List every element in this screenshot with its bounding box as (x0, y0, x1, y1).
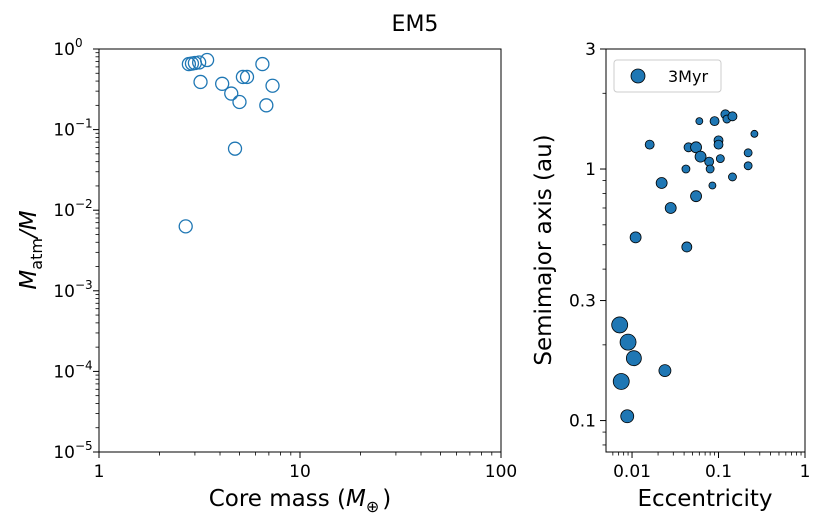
left-y-tick-exponent: 0 (75, 36, 83, 50)
right-x-tick-label: 1 (800, 462, 811, 482)
left-data-point (227, 141, 243, 156)
right-data-point (690, 141, 702, 154)
left-data-point (192, 55, 207, 70)
left-y-tick-exponent: −1 (75, 117, 93, 131)
right-data-point (713, 139, 724, 150)
left-data-point (239, 69, 255, 85)
left-plot-frame (98, 48, 502, 453)
left-y-tick-label: 10 (53, 201, 75, 221)
left-data-point (224, 86, 239, 101)
right-data-point (625, 350, 642, 367)
left-data-point (178, 219, 193, 234)
right-data-point (612, 373, 630, 390)
figure-title: EM5 (392, 12, 439, 37)
left-y-tick-exponent: −5 (75, 439, 93, 453)
right-panel: 0.01 0.1 1 0.1 0.3 1 3 3Myr Eccentricity Semim… (531, 40, 810, 512)
left-x-tick-label: 1 (94, 462, 105, 482)
right-data-point (690, 190, 702, 203)
right-data-point (743, 161, 753, 171)
left-y-tick-label: 10 (53, 362, 75, 382)
left-data-point (232, 94, 247, 110)
right-data-point (611, 316, 629, 334)
left-y-tick-label: 10 (53, 121, 75, 141)
right-data-point (743, 148, 753, 158)
right-data-point (694, 150, 707, 163)
right-x-tick-label: 0.1 (705, 462, 732, 482)
left-x-tick-label: 10 (289, 462, 311, 482)
left-y-tick-exponent: −2 (75, 197, 93, 211)
right-y-tick-label: 1 (585, 160, 596, 180)
left-y-tick-label: 10 (53, 282, 75, 302)
legend-marker (630, 68, 646, 84)
left-y-tick-exponent: −3 (75, 278, 93, 292)
right-data-point (708, 181, 717, 190)
right-axis-ticks: 0.01 0.1 1 0.1 0.3 1 3 (569, 40, 810, 482)
right-x-tick-label: 0.01 (613, 462, 651, 482)
left-data-point (265, 78, 280, 93)
left-x-tick-label: 100 (485, 462, 517, 482)
right-data-point (695, 117, 704, 126)
right-plot-frame (605, 48, 806, 453)
right-data-point (629, 231, 642, 244)
right-data-point (644, 139, 655, 150)
left-y-tick-label: 10 (53, 443, 75, 463)
left-y-tick-exponent: −4 (75, 358, 93, 372)
legend-box (613, 59, 722, 93)
right-data-point (705, 164, 715, 174)
right-x-axis-label: Eccentricity (637, 486, 772, 512)
right-data-point (619, 333, 637, 351)
right-data-point (655, 177, 668, 189)
left-data-points (178, 52, 280, 234)
right-data-point (664, 202, 677, 214)
right-data-point (681, 164, 691, 174)
right-data-point (728, 172, 737, 182)
legend-label: 3Myr (668, 67, 708, 86)
left-data-point (199, 52, 215, 68)
left-data-point (235, 69, 251, 85)
right-data-points (611, 109, 759, 424)
right-y-tick-label: 3 (585, 40, 596, 60)
right-y-tick-label: 0.3 (569, 292, 596, 312)
right-data-point (727, 111, 738, 122)
right-data-point (620, 409, 635, 424)
left-data-point (193, 74, 208, 90)
right-data-point (681, 241, 693, 253)
legend: 3Myr (613, 59, 722, 93)
left-y-tick-label: 10 (53, 40, 75, 60)
left-data-point (215, 76, 230, 91)
left-data-point (255, 56, 270, 72)
right-y-tick-label: 0.1 (569, 412, 596, 432)
right-data-point (715, 154, 725, 164)
left-x-axis-label: Core mass (M⊕) (209, 486, 392, 516)
left-data-point (259, 98, 274, 113)
right-data-point (658, 364, 672, 377)
right-data-point (750, 129, 759, 138)
right-y-axis-label: Semimajor axis (au) (531, 134, 557, 365)
right-data-point (709, 116, 720, 127)
left-y-axis-label: Matm/M (16, 210, 46, 289)
